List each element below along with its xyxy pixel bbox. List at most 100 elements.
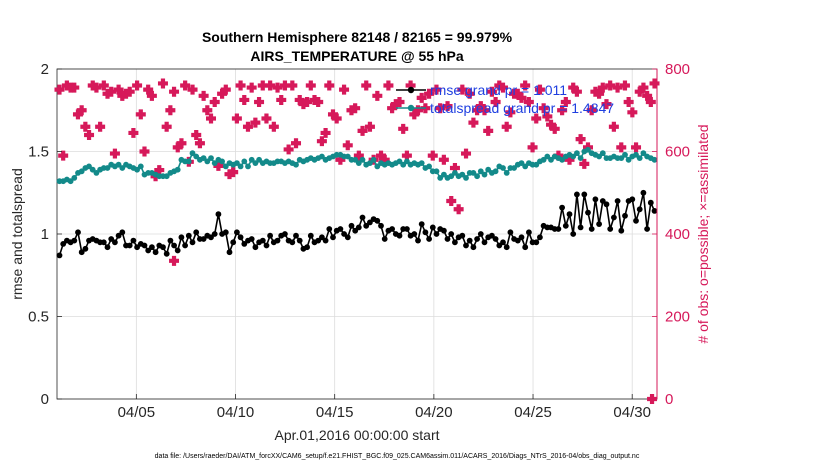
rmse-point-138 xyxy=(566,211,573,218)
rmse-point-125 xyxy=(518,234,525,241)
rmse-point-28 xyxy=(160,244,166,251)
obs-point-111 xyxy=(464,88,475,99)
totalspread-point-21 xyxy=(134,166,141,173)
rmse-point-31 xyxy=(171,242,178,249)
totalspread-point-49 xyxy=(237,163,244,170)
rmse-point-113 xyxy=(474,236,480,242)
obs-point-131 xyxy=(538,103,549,114)
chart-title: Southern Hemisphere 82148 / 82165 = 99.9… xyxy=(202,29,513,45)
totalspread-point-157 xyxy=(636,155,643,162)
obs-point-146 xyxy=(594,88,605,99)
obs-point-53 xyxy=(250,117,261,128)
totalspread-point-6 xyxy=(78,168,85,175)
x-tick-label-1: 04/10 xyxy=(217,404,255,421)
obs-point-126 xyxy=(520,80,531,91)
obs-point-137 xyxy=(560,97,571,107)
totalspread-point-106 xyxy=(448,173,455,180)
totalspread-point-22 xyxy=(137,163,144,170)
obs-point-104 xyxy=(438,154,449,165)
obs-point-38 xyxy=(194,138,205,149)
rmse-point-102 xyxy=(433,231,440,237)
obs-point-52 xyxy=(246,82,257,93)
obs-point-86 xyxy=(372,90,383,101)
totalspread-point-115 xyxy=(481,171,488,178)
x-tick-label-5: 04/30 xyxy=(613,404,651,421)
rmse-point-117 xyxy=(489,232,495,239)
obs-point-140 xyxy=(571,86,582,97)
rmse-point-92 xyxy=(396,232,403,239)
obs-point-12 xyxy=(98,80,109,91)
y2-tick-label-2: 400 xyxy=(665,226,690,243)
rmse-point-24 xyxy=(145,247,152,254)
rmse-point-21 xyxy=(134,244,141,251)
obs-point-117 xyxy=(486,86,497,97)
totalspread-point-81 xyxy=(355,160,362,167)
rmse-point-25 xyxy=(149,244,155,251)
obs-point-77 xyxy=(339,84,350,95)
rmse-point-17 xyxy=(119,229,126,236)
obs-point-0 xyxy=(54,84,65,95)
rmse-point-45 xyxy=(222,229,229,236)
obs-point-90 xyxy=(387,103,398,114)
obs-point-148 xyxy=(601,99,612,110)
totalspread-point-132 xyxy=(544,153,551,160)
obs-point-113 xyxy=(472,105,483,116)
obs-point-7 xyxy=(80,121,91,132)
y2-tick-label-1: 200 xyxy=(665,309,690,326)
obs-point-28 xyxy=(157,78,168,89)
totalspread-point-147 xyxy=(599,150,606,157)
obs-point-71 xyxy=(316,136,327,147)
rmse-point-5 xyxy=(75,229,81,236)
rmse-point-139 xyxy=(570,231,577,237)
obs-point-134 xyxy=(549,123,560,134)
obs-point-11 xyxy=(95,121,106,132)
totalspread-point-41 xyxy=(208,155,214,162)
rmse-point-26 xyxy=(152,249,159,256)
obs-point-21 xyxy=(132,80,143,91)
totalspread-point-35 xyxy=(185,158,192,165)
totalspread-point-103 xyxy=(437,175,444,181)
rmse-point-41 xyxy=(208,234,214,241)
rmse-point-115 xyxy=(481,239,488,246)
rmse-point-142 xyxy=(581,191,588,198)
obs-point-103 xyxy=(435,103,446,114)
obs-point-121 xyxy=(501,121,512,132)
obs-point-22 xyxy=(135,109,146,120)
rmse-point-107 xyxy=(452,239,458,246)
obs-point-82 xyxy=(357,125,368,136)
totalspread-point-71 xyxy=(319,153,325,160)
obs-point-147 xyxy=(597,82,608,93)
obs-point-122 xyxy=(505,107,516,118)
totalspread-point-107 xyxy=(452,170,458,176)
obs-point-14 xyxy=(106,86,117,97)
obs-point-97 xyxy=(412,105,423,116)
totalspread-point-126 xyxy=(522,163,529,170)
obs-point-141 xyxy=(575,134,586,145)
rmse-point-81 xyxy=(355,224,362,231)
rmse-point-55 xyxy=(259,237,266,244)
chart-subtitle: AIRS_TEMPERATURE @ 55 hPa xyxy=(250,48,464,64)
obs-point-23 xyxy=(139,146,150,157)
obs-point-34 xyxy=(180,80,191,91)
rmse-point-59 xyxy=(274,237,281,244)
totalspread-point-120 xyxy=(500,165,506,171)
rmse-point-36 xyxy=(189,239,196,246)
totalspread-point-51 xyxy=(245,163,251,170)
obs-point-152 xyxy=(616,142,627,153)
rmse-point-30 xyxy=(167,237,174,244)
obs-point-4 xyxy=(69,82,80,93)
totalspread-point-156 xyxy=(633,151,639,158)
legend-spread-marker xyxy=(407,104,415,112)
totalspread-point-29 xyxy=(163,173,170,180)
rmse-point-147 xyxy=(599,198,606,204)
rmse-point-71 xyxy=(319,234,325,241)
obs-point-30 xyxy=(165,105,176,116)
totalspread-point-8 xyxy=(86,163,92,170)
obs-point-129 xyxy=(531,113,542,124)
obs-point-149 xyxy=(605,80,616,91)
obs-point-5 xyxy=(72,109,83,120)
obs-point-132 xyxy=(542,111,553,122)
rmse-point-46 xyxy=(226,249,233,256)
rmse-point-143 xyxy=(585,209,591,216)
data-file-footnote: data file: /Users/raeder/DAI/ATM_forcXX/… xyxy=(155,453,640,460)
